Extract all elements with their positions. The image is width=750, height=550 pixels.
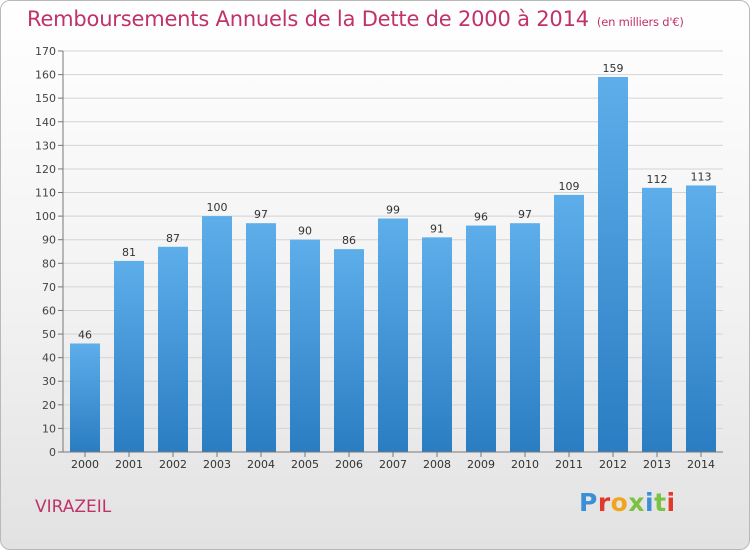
x-tick-label: 2011 bbox=[555, 458, 583, 471]
logo-letter: t bbox=[654, 488, 667, 517]
y-tick-label: 150 bbox=[35, 92, 56, 105]
bar-value-label: 96 bbox=[474, 211, 488, 224]
bar bbox=[598, 76, 628, 453]
bar bbox=[290, 239, 320, 452]
bar bbox=[114, 260, 144, 452]
x-tick-label: 2000 bbox=[71, 458, 99, 471]
bar-value-label: 109 bbox=[559, 180, 580, 193]
x-tick-label: 2014 bbox=[687, 458, 715, 471]
chart-subtitle: (en milliers d'€) bbox=[596, 15, 684, 29]
bar-value-label: 159 bbox=[603, 62, 624, 75]
bar bbox=[510, 223, 540, 452]
data-labels: 46 81 87 100 97 90 86 99 91 96 97 109 159 112 113 bbox=[78, 62, 712, 342]
bar-value-label: 46 bbox=[78, 328, 92, 341]
bar bbox=[554, 194, 584, 452]
x-tick-label: 2008 bbox=[423, 458, 451, 471]
x-tick-label: 2007 bbox=[379, 458, 407, 471]
y-tick-label: 130 bbox=[35, 139, 56, 152]
bar-value-label: 81 bbox=[122, 246, 136, 259]
x-tick-label: 2003 bbox=[203, 458, 231, 471]
bar-value-label: 113 bbox=[691, 170, 712, 183]
y-tick-label: 160 bbox=[35, 69, 56, 82]
bar bbox=[158, 246, 188, 452]
y-tick-label: 70 bbox=[42, 281, 56, 294]
x-tick-label: 2010 bbox=[511, 458, 539, 471]
y-tick-label: 60 bbox=[42, 304, 56, 317]
bar bbox=[378, 218, 408, 452]
logo-letter: x bbox=[628, 488, 645, 517]
chart-title: Remboursements Annuels de la Dette de 20… bbox=[27, 7, 684, 31]
bar-value-label: 97 bbox=[518, 208, 532, 221]
x-tick-label: 2005 bbox=[291, 458, 319, 471]
y-tick-label: 0 bbox=[49, 446, 56, 459]
bar-value-label: 90 bbox=[298, 225, 312, 238]
bar-value-label: 97 bbox=[254, 208, 268, 221]
y-tick-label: 40 bbox=[42, 352, 56, 365]
x-tick-label: 2001 bbox=[115, 458, 143, 471]
y-tick-label: 140 bbox=[35, 116, 56, 129]
bar-value-label: 100 bbox=[207, 201, 228, 214]
y-tick-label: 50 bbox=[42, 328, 56, 341]
y-tick-label: 10 bbox=[42, 422, 56, 435]
location-label: VIRAZEIL bbox=[35, 497, 112, 517]
bar bbox=[246, 223, 276, 452]
bar bbox=[686, 185, 716, 452]
bar-value-label: 91 bbox=[430, 222, 444, 235]
x-tick-label: 2009 bbox=[467, 458, 495, 471]
y-tick-label: 30 bbox=[42, 375, 56, 388]
bar-value-label: 99 bbox=[386, 203, 400, 216]
y-tick-label: 100 bbox=[35, 210, 56, 223]
y-tick-label: 20 bbox=[42, 399, 56, 412]
logo-letter: o bbox=[610, 488, 629, 517]
bar-value-label: 86 bbox=[342, 234, 356, 247]
bar bbox=[466, 225, 496, 452]
logo-letter: r bbox=[597, 488, 611, 517]
y-tick-label: 120 bbox=[35, 163, 56, 176]
bar-value-label: 87 bbox=[166, 232, 180, 245]
x-tick-label: 2004 bbox=[247, 458, 275, 471]
bars bbox=[70, 76, 716, 453]
x-axis: 2000 2001 2002 2003 2004 2005 2006 2007 2008 2009… bbox=[63, 451, 723, 471]
logo-letter: i bbox=[666, 488, 676, 517]
bar-value-label: 112 bbox=[647, 173, 668, 186]
proxiti-logo[interactable]: Proxiti bbox=[579, 488, 676, 517]
bar bbox=[334, 249, 364, 452]
y-tick-label: 80 bbox=[42, 257, 56, 270]
y-axis: 0 10 20 30 40 50 60 70 80 90 100 110 120 130 140 150 160… bbox=[35, 45, 64, 459]
bar bbox=[422, 237, 452, 452]
bar bbox=[202, 216, 232, 452]
bar bbox=[642, 187, 672, 452]
x-tick-label: 2002 bbox=[159, 458, 187, 471]
y-tick-label: 110 bbox=[35, 187, 56, 200]
logo-letter: P bbox=[579, 488, 598, 517]
bar bbox=[70, 343, 100, 452]
x-tick-label: 2006 bbox=[335, 458, 363, 471]
x-tick-label: 2013 bbox=[643, 458, 671, 471]
y-tick-label: 170 bbox=[35, 45, 56, 58]
x-tick-label: 2012 bbox=[599, 458, 627, 471]
chart-title-text: Remboursements Annuels de la Dette de 20… bbox=[27, 7, 589, 31]
logo-letter: i bbox=[645, 488, 655, 517]
y-tick-label: 90 bbox=[42, 234, 56, 247]
